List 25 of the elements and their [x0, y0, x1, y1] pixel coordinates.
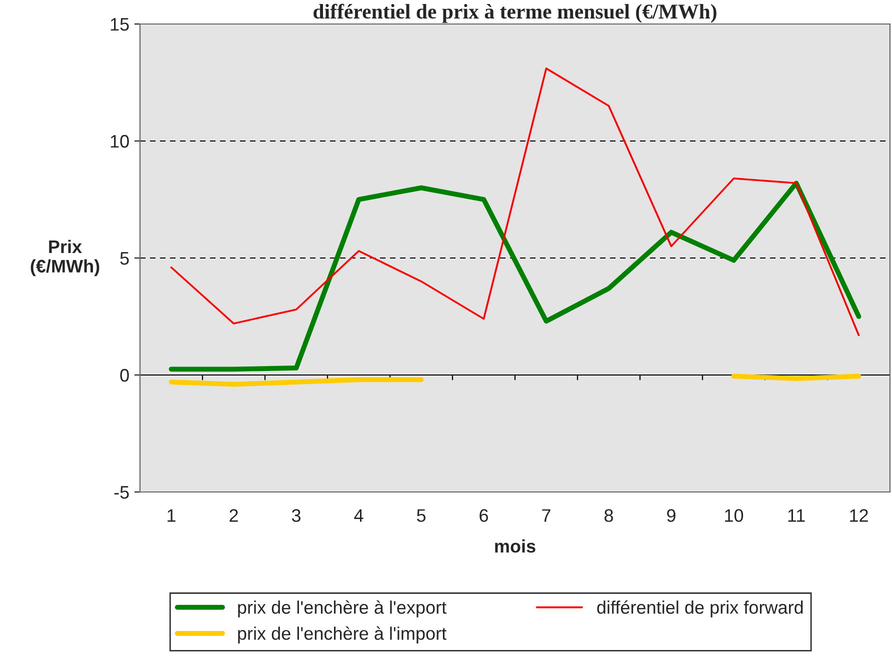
legend-label: prix de l'enchère à l'export — [238, 600, 446, 618]
x-tick-label: 1 — [168, 509, 176, 522]
line-series — [168, 180, 862, 372]
x-tick-label: 4 — [354, 509, 364, 522]
y-axis-title: Prix (€/MWh) — [30, 240, 100, 276]
x-tick-label: 6 — [480, 509, 488, 522]
y-tick-label: 10 — [110, 134, 129, 148]
y-tick-label: 5 — [120, 252, 129, 265]
x-tick-label: 9 — [667, 509, 676, 522]
chart-title: différentiel de prix à terme mensuel (€/MWh) — [314, 4, 716, 23]
x-tick-label: 8 — [604, 509, 613, 522]
x-tick-label: 7 — [542, 509, 550, 522]
y-tick-label: -5 — [114, 486, 129, 499]
x-tick-label: 5 — [416, 509, 426, 522]
x-tick-label: 11 — [788, 509, 805, 522]
x-tick-label: 10 — [725, 509, 744, 522]
line-series — [170, 68, 860, 336]
x-axis-title: mois — [495, 539, 536, 553]
x-tick-label: 3 — [292, 509, 300, 522]
x-tick-label: 12 — [850, 509, 868, 522]
y-tick-label: 15 — [110, 18, 129, 31]
y-tick-label: 0 — [120, 368, 129, 382]
legend-label: prix de l'enchère à l'import — [238, 626, 446, 644]
legend-label: différentiel de prix forward — [597, 600, 803, 618]
x-tick-label: 2 — [230, 509, 238, 522]
